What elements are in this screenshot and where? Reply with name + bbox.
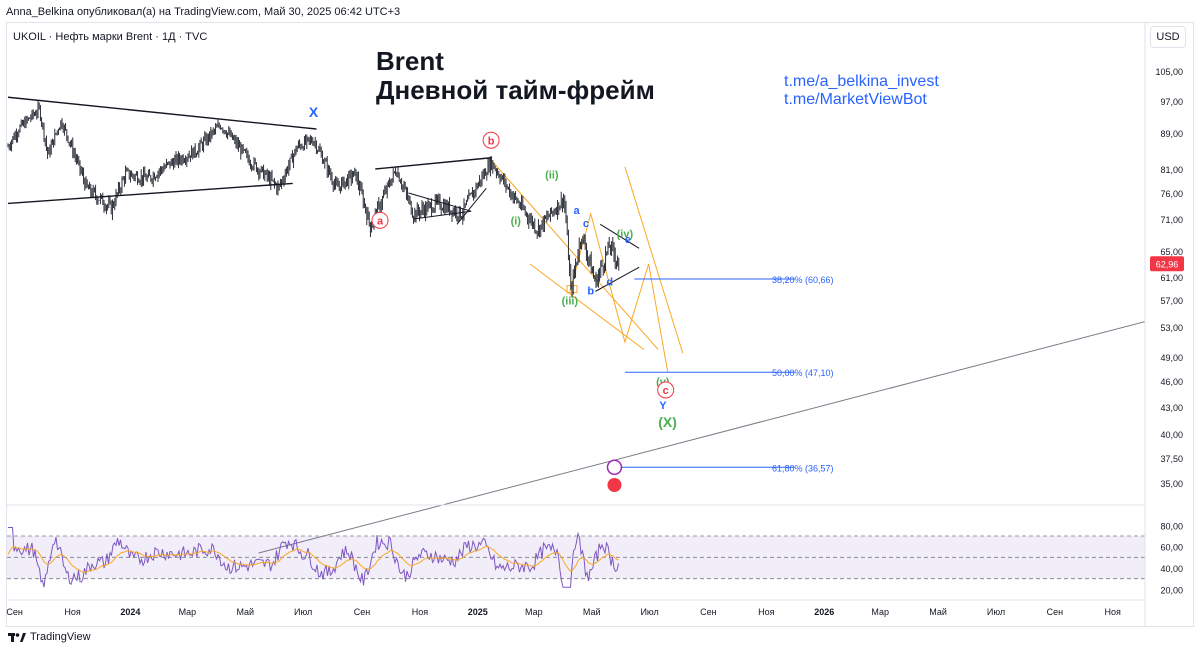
triangle-lower	[595, 266, 640, 292]
time-tick-label: 2026	[814, 607, 834, 617]
time-tick-label: Ноя	[412, 607, 429, 617]
trendline	[375, 157, 492, 170]
fib-level-label: 38,20% (60,66)	[772, 275, 834, 285]
time-tick-label: Май	[929, 607, 947, 617]
wave-label: d	[606, 277, 613, 289]
trendline	[7, 182, 293, 205]
wave-label: (iv)	[617, 229, 634, 241]
chart-title: Brent	[376, 46, 444, 76]
time-tick-label: Мар	[525, 607, 543, 617]
triangle-upper	[599, 223, 640, 249]
rsi-ma-line	[7, 546, 619, 573]
wave-label-circle	[482, 131, 500, 149]
rsi-tick-label: 80,00	[1160, 521, 1183, 531]
wave-label: e	[625, 234, 631, 246]
price-tick-label: 97,00	[1160, 97, 1183, 107]
trendline	[7, 96, 317, 130]
chart-subtitle: Дневной тайм-фрейм	[376, 75, 655, 105]
time-tick-label: 2025	[468, 607, 488, 617]
time-tick-label: Сен	[354, 607, 371, 617]
tradingview-brand: TradingView	[30, 631, 91, 643]
wave-label: a	[573, 205, 580, 217]
rsi-tick-label: 40,00	[1160, 564, 1183, 574]
price-tick-label: 49,00	[1160, 353, 1183, 363]
telegram-link-1[interactable]: t.me/a_belkina_invest	[784, 73, 939, 90]
rsi-tick-label: 60,00	[1160, 543, 1183, 553]
price-tick-label: 57,00	[1160, 296, 1183, 306]
price-tick-label: 40,00	[1160, 430, 1183, 440]
price-tick-label: 65,00	[1160, 247, 1183, 257]
wave-label-circle	[657, 381, 675, 399]
last-price-badge	[1150, 256, 1184, 272]
time-tick-label: Июл	[294, 607, 312, 617]
price-tick-label: 71,00	[1160, 215, 1183, 225]
rsi-tick-label: 20,00	[1160, 585, 1183, 595]
flag-event-icon[interactable]	[607, 478, 622, 492]
wave-label: (ii)	[545, 170, 559, 182]
wave-label: Y	[659, 400, 667, 412]
time-tick-label: 2024	[120, 607, 140, 617]
time-tick-label: Сен	[700, 607, 717, 617]
wave-label: (X)	[658, 414, 677, 430]
time-tick-label: Июл	[987, 607, 1005, 617]
time-tick-label: Ноя	[758, 607, 775, 617]
wave-label: (iii)	[562, 296, 579, 308]
time-tick-label: Май	[583, 607, 601, 617]
time-tick-label: Май	[236, 607, 254, 617]
wave-label: X	[309, 104, 319, 120]
time-tick-label: Сен	[6, 607, 23, 617]
time-tick-label: Сен	[1047, 607, 1064, 617]
time-tick-label: Ноя	[64, 607, 81, 617]
wave-label: b	[488, 135, 495, 147]
price-tick-label: 37,50	[1160, 454, 1183, 464]
fib-level-label: 61,80% (36,57)	[772, 463, 834, 473]
tradingview-logo[interactable]: TradingView	[8, 631, 91, 643]
price-tick-label: 61,00	[1160, 273, 1183, 283]
trendline	[258, 321, 1146, 554]
wave-label: (i)	[511, 215, 522, 227]
symbol-legend[interactable]: UKOIL · Нефть марки Brent · 1Д · TVC	[13, 31, 208, 43]
wave-label: b	[587, 285, 594, 297]
price-tick-label: 46,00	[1160, 377, 1183, 387]
price-tick-label: 89,00	[1160, 129, 1183, 139]
fib-level-label: 50,00% (47,10)	[772, 368, 834, 378]
publish-info: Anna_Belkina опубликовал(а) на TradingVi…	[6, 6, 401, 18]
wave-label: c	[583, 218, 589, 230]
wave-label-circle	[371, 211, 389, 229]
price-tick-label: 81,00	[1160, 165, 1183, 175]
price-tick-label: 76,00	[1160, 189, 1183, 199]
currency-button[interactable]: USD	[1150, 26, 1186, 48]
orange-projection	[624, 166, 684, 354]
orange-channel-lower	[529, 263, 645, 350]
triangle-pattern	[408, 192, 472, 220]
time-tick-label: Мар	[179, 607, 197, 617]
lightning-icon[interactable]	[606, 459, 623, 476]
rsi-line	[8, 526, 619, 588]
wave-label: a	[377, 215, 384, 227]
orange-channel-upper	[490, 159, 659, 350]
tradingview-logo-icon	[8, 633, 26, 642]
telegram-link-2[interactable]: t.me/MarketViewBot	[784, 91, 927, 108]
time-tick-label: Мар	[871, 607, 889, 617]
price-tick-label: 43,00	[1160, 403, 1183, 413]
price-tick-label: 53,00	[1160, 323, 1183, 333]
last-price-value: 62,96	[1156, 259, 1179, 269]
time-tick-label: Ноя	[1105, 607, 1122, 617]
price-tick-label: 105,00	[1155, 67, 1183, 77]
chart-frame	[6, 22, 1194, 627]
wave-label: c	[663, 385, 669, 397]
price-tick-label: 35,00	[1160, 479, 1183, 489]
time-tick-label: Июл	[640, 607, 658, 617]
